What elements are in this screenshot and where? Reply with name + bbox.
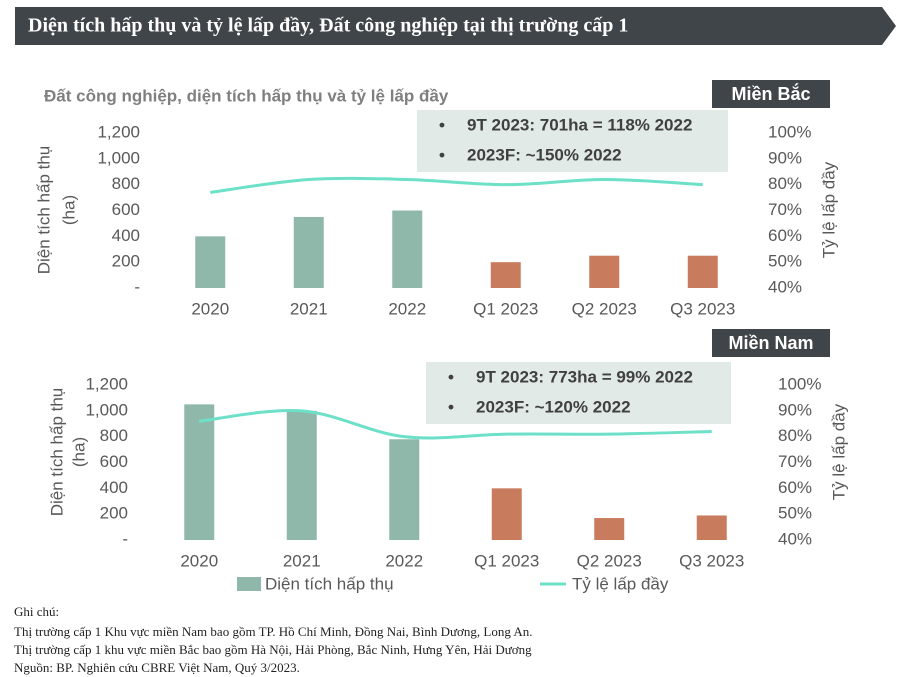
annotation: 9T 2023: 773ha = 99% 2022: [476, 367, 693, 386]
y2-tick-label: 60%: [778, 478, 812, 497]
x-tick-label: 2020: [180, 551, 218, 570]
y2-tick-label: 80%: [768, 174, 802, 193]
x-tick-label: 2022: [385, 551, 423, 570]
y-tick-label: 200: [112, 252, 140, 271]
region-tag: [712, 80, 830, 108]
annotation: 9T 2023: 701ha = 118% 2022: [467, 115, 692, 134]
annotation-box: [417, 110, 728, 172]
y2-tick-label: 100%: [768, 122, 811, 141]
header-title: Diện tích hấp thụ và tỷ lệ lấp đầy, Đất …: [28, 15, 628, 37]
x-tick-label: Q3 2023: [679, 551, 744, 570]
y-tick-label: 800: [112, 174, 140, 193]
y-tick-label: -: [134, 277, 140, 296]
y-tick-label: -: [122, 529, 128, 548]
bar: [490, 262, 521, 288]
note-line: Thị trường cấp 1 khu vực miền Bắc bao gồ…: [14, 642, 532, 657]
region-label: Miền Bắc: [731, 83, 810, 104]
legend-label: Diện tích hấp thụ: [265, 574, 394, 593]
x-tick-label: Q2 2023: [577, 551, 642, 570]
y2-tick-label: 90%: [768, 148, 802, 167]
bar: [184, 404, 215, 540]
y-tick-label: 600: [100, 452, 128, 471]
legend-swatch: [237, 577, 261, 591]
x-tick-label: 2020: [191, 299, 229, 318]
y-tick-label: 400: [100, 478, 128, 497]
y-tick-label: 1,000: [85, 400, 128, 419]
y2-tick-label: 80%: [778, 426, 812, 445]
region-label: Miền Nam: [728, 333, 813, 353]
annotation-bullet: •: [448, 367, 454, 386]
bar: [286, 410, 317, 540]
note-heading: Ghi chú:: [14, 604, 59, 619]
bar: [195, 236, 226, 288]
annotation-bullet: •: [439, 145, 445, 164]
y2-tick-label: 50%: [768, 252, 802, 271]
bar: [687, 255, 718, 288]
x-tick-label: 2021: [283, 551, 321, 570]
y-tick-label: 1,000: [97, 148, 140, 167]
x-tick-label: Q3 2023: [670, 299, 735, 318]
y2-tick-label: 40%: [768, 277, 802, 296]
region-tag: [712, 329, 830, 357]
bar: [392, 210, 423, 288]
y-tick-label: 1,200: [97, 122, 140, 141]
bar: [293, 216, 324, 288]
legend-label: Tỷ lệ lấp đầy: [572, 574, 669, 593]
y2-tick-label: 70%: [778, 452, 812, 471]
y2-tick-label: 60%: [768, 226, 802, 245]
annotation-bullet: •: [448, 397, 454, 416]
note-line: Thị trường cấp 1 Khu vực miền Nam bao gồ…: [14, 624, 533, 639]
y-axis-title: (ha): [59, 195, 78, 225]
y-tick-label: 600: [112, 200, 140, 219]
y-tick-label: 200: [100, 504, 128, 523]
x-tick-label: Q1 2023: [474, 551, 539, 570]
y2-tick-label: 50%: [778, 504, 812, 523]
note-line: Nguồn: BP. Nghiên cứu CBRE Việt Nam, Quý…: [14, 660, 300, 675]
bar: [594, 518, 625, 540]
bar: [696, 515, 727, 540]
y-tick-label: 800: [100, 426, 128, 445]
y2-axis-title: Tỷ lệ lấp đầy: [829, 403, 848, 500]
header-banner: [15, 7, 896, 45]
x-tick-label: 2021: [290, 299, 328, 318]
y2-tick-label: 70%: [768, 200, 802, 219]
y2-tick-label: 40%: [778, 529, 812, 548]
y-tick-label: 1,200: [85, 374, 128, 393]
bar: [589, 255, 620, 288]
x-tick-label: 2022: [388, 299, 426, 318]
y-axis-title: (ha): [69, 437, 88, 467]
annotation: 2023F: ~120% 2022: [476, 397, 631, 416]
x-tick-label: Q2 2023: [572, 299, 637, 318]
line: [199, 408, 712, 440]
y-axis-title: Diện tích hấp thụ: [34, 146, 53, 275]
annotation: 2023F: ~150% 2022: [467, 145, 622, 164]
y2-tick-label: 90%: [778, 400, 812, 419]
bar: [389, 439, 420, 540]
y2-axis-title: Tỷ lệ lấp đầy: [819, 161, 838, 258]
y-axis-title: Diện tích hấp thụ: [47, 388, 66, 517]
annotation-bullet: •: [439, 115, 445, 134]
chart-subtitle: Đất công nghiệp, diện tích hấp thụ và tỷ…: [44, 86, 449, 105]
bar: [491, 488, 522, 540]
x-tick-label: Q1 2023: [473, 299, 538, 318]
y-tick-label: 400: [112, 226, 140, 245]
line: [210, 176, 703, 194]
y2-tick-label: 100%: [778, 374, 821, 393]
annotation-box: [426, 362, 731, 424]
